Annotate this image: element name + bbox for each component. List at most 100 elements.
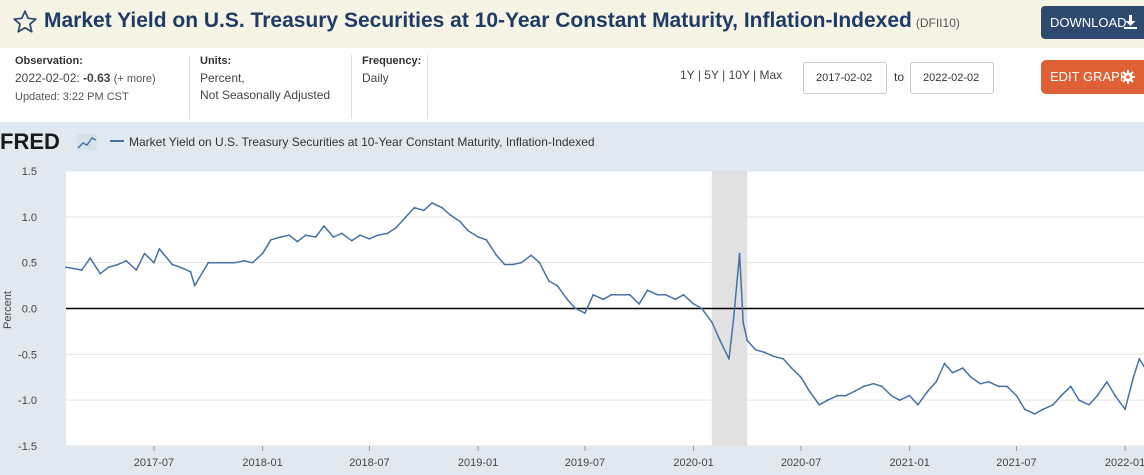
data-point — [288, 234, 291, 237]
data-point — [189, 270, 192, 273]
data-point — [566, 298, 569, 301]
data-point — [732, 316, 735, 319]
observation-value-line: 2022-02-02: -0.63 (+ more) — [15, 70, 156, 88]
x-tick-label: 2020-01 — [673, 457, 713, 469]
frequency-label: Frequency: — [362, 55, 422, 67]
data-point — [738, 252, 741, 255]
units-line-2: Not Seasonally Adjusted — [200, 88, 331, 102]
data-point — [314, 236, 317, 238]
data-point — [1052, 403, 1054, 406]
download-label: DOWNLOAD — [1050, 15, 1127, 30]
data-point — [512, 263, 514, 266]
y-tick-label: -1.5 — [18, 441, 37, 453]
data-point — [368, 237, 371, 240]
chart-area: FRED Market Yield on U.S. Treasury Secur… — [0, 122, 1144, 475]
data-point — [548, 280, 550, 282]
page-title: Market Yield on U.S. Treasury Securities… — [44, 9, 960, 33]
data-point — [674, 298, 677, 301]
x-tick-label: 2019-01 — [458, 457, 498, 469]
data-point — [422, 209, 425, 212]
frequency-block: Frequency: Daily — [362, 55, 421, 87]
divider — [351, 55, 352, 119]
data-point — [664, 293, 667, 296]
x-tick-label: 2018-01 — [242, 457, 282, 469]
y-tick-label: -0.5 — [18, 349, 37, 361]
data-point — [193, 284, 196, 287]
data-point — [862, 385, 865, 388]
data-point — [117, 263, 119, 266]
data-point — [790, 367, 793, 369]
data-point — [1006, 385, 1008, 388]
data-point — [449, 214, 452, 216]
observation-date: 2022-02-02: — [15, 71, 80, 85]
download-button[interactable]: DOWNLOAD — [1041, 6, 1144, 39]
data-point — [89, 257, 92, 259]
range-max[interactable]: Max — [759, 68, 783, 82]
data-point — [158, 248, 161, 250]
data-point — [692, 303, 695, 305]
range-sep: | — [753, 68, 757, 82]
legend-label: Market Yield on U.S. Treasury Securities… — [129, 135, 595, 149]
data-point — [495, 254, 498, 257]
data-point — [927, 390, 929, 392]
range-sep: | — [697, 68, 701, 82]
data-point — [844, 394, 847, 397]
units-label: Units: — [200, 55, 232, 67]
edit-graph-button[interactable]: EDIT GRAPH — [1041, 60, 1144, 94]
data-point — [243, 259, 246, 262]
data-point — [1042, 408, 1044, 411]
series-id: (DFII10) — [915, 16, 960, 30]
data-point — [233, 261, 236, 264]
data-point — [153, 261, 155, 264]
data-point — [610, 293, 613, 296]
data-point — [65, 266, 67, 269]
data-point — [908, 394, 911, 397]
range-10y[interactable]: 10Y — [728, 68, 750, 82]
data-point — [413, 206, 416, 209]
data-point — [628, 293, 631, 296]
title-bar: Market Yield on U.S. Treasury Securities… — [0, 0, 1144, 48]
data-point — [916, 403, 919, 406]
data-point — [269, 238, 272, 241]
data-point — [710, 321, 713, 324]
star-icon[interactable] — [12, 9, 38, 35]
data-point — [719, 339, 722, 342]
data-point — [81, 269, 83, 271]
data-point — [638, 303, 641, 305]
x-tick-label: 2017-07 — [134, 457, 174, 469]
data-point — [700, 307, 703, 310]
data-point — [987, 380, 990, 383]
observation-value: -0.63 — [83, 71, 111, 85]
data-point — [592, 293, 595, 296]
more-link[interactable]: (+ more) — [113, 73, 156, 85]
x-tick-label: 2021-07 — [996, 457, 1036, 469]
range-1y[interactable]: 1Y — [680, 68, 695, 82]
data-point — [171, 263, 174, 266]
data-point — [1015, 394, 1018, 397]
data-point — [602, 298, 605, 301]
data-point — [323, 225, 325, 227]
data-point — [458, 220, 461, 223]
title-text: Market Yield on U.S. Treasury Securities… — [44, 9, 912, 32]
end-date-input[interactable]: 2022-02-02 — [910, 62, 994, 94]
data-point — [943, 362, 946, 365]
data-point — [979, 382, 982, 385]
x-tick-label: 2019-07 — [565, 457, 605, 469]
fred-logo[interactable]: FRED — [0, 129, 60, 154]
data-point — [890, 394, 893, 397]
y-tick-label: -1.0 — [18, 395, 37, 407]
data-point — [485, 238, 488, 241]
data-point — [477, 236, 479, 238]
data-point — [818, 403, 821, 406]
data-point — [728, 358, 730, 360]
start-date-input[interactable]: 2017-02-02 — [803, 62, 887, 94]
data-point — [646, 289, 649, 292]
data-point — [1088, 403, 1090, 406]
range-5y[interactable]: 5Y — [704, 68, 719, 82]
to-label: to — [894, 70, 905, 84]
data-point — [1060, 394, 1063, 397]
data-point — [538, 261, 541, 264]
data-point — [808, 390, 811, 392]
x-tick-label: 2021-01 — [889, 457, 929, 469]
y-axis-label: Percent — [2, 291, 14, 329]
